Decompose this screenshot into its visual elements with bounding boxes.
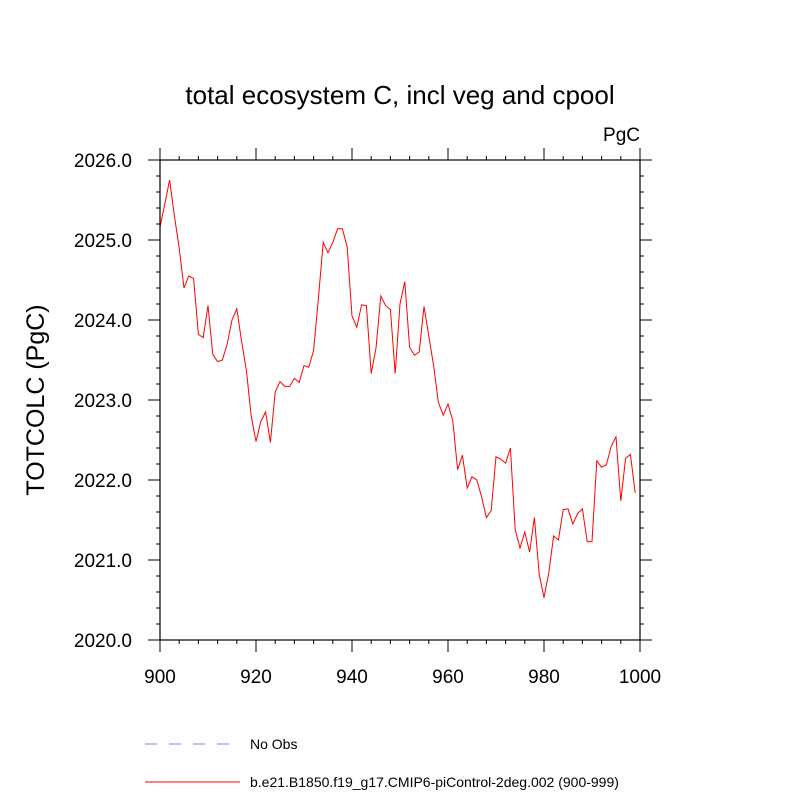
y-tick-label: 2023.0 xyxy=(74,391,132,412)
series-line xyxy=(159,179,636,598)
units-label: PgC xyxy=(603,125,640,146)
y-tick-label: 2024.0 xyxy=(74,311,132,332)
y-tick-label: 2020.0 xyxy=(74,631,132,652)
x-tick-label: 920 xyxy=(240,667,272,688)
y-tick-label: 2021.0 xyxy=(74,551,132,572)
x-tick-label: 980 xyxy=(528,667,560,688)
y-tick-label: 2025.0 xyxy=(74,231,132,252)
legend-label-no-obs: No Obs xyxy=(250,736,297,752)
x-tick-label: 1000 xyxy=(619,667,661,688)
legend: No Obs b.e21.B1850.f19_g17.CMIP6-piContr… xyxy=(145,736,619,790)
series-layer xyxy=(159,179,636,598)
legend-label-model-run: b.e21.B1850.f19_g17.CMIP6-piControl-2deg… xyxy=(250,774,619,790)
x-tick-label: 900 xyxy=(144,667,176,688)
x-tick-label: 940 xyxy=(336,667,368,688)
y-tick-label: 2022.0 xyxy=(74,471,132,492)
axis-ticks xyxy=(148,148,652,652)
plot-frame xyxy=(159,159,641,641)
y-axis-label: TOTCOLC (PgC) xyxy=(22,304,50,495)
y-tick-label: 2026.0 xyxy=(74,151,132,172)
chart-title: total ecosystem C, incl veg and cpool xyxy=(185,80,614,110)
x-tick-label: 960 xyxy=(432,667,464,688)
axis-tick-labels: 900 920 940 960 980 1000 2020.0 2021.0 2022.0 202… xyxy=(74,151,661,688)
